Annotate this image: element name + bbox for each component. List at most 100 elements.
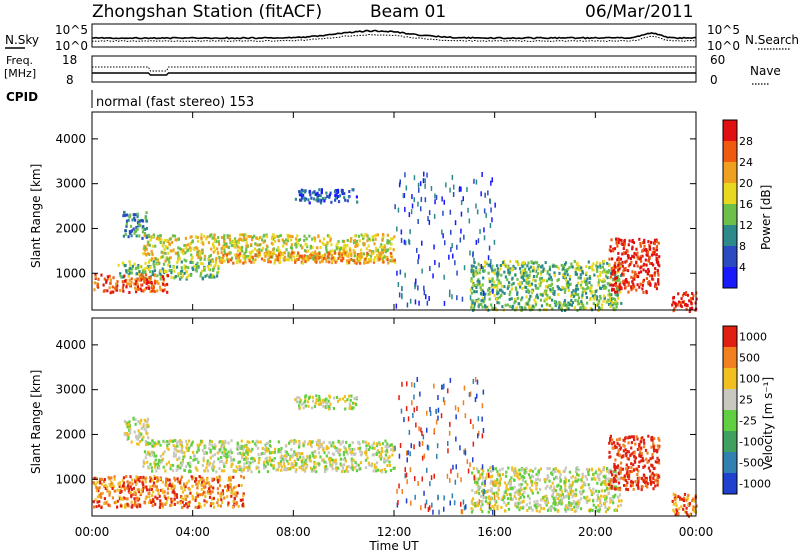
velocity-panel-cell bbox=[609, 501, 611, 504]
velocity-panel-cell bbox=[248, 441, 250, 444]
power-panel-cell bbox=[358, 235, 360, 238]
velocity-panel-cell bbox=[361, 451, 363, 454]
velocity-panel-cell bbox=[140, 492, 142, 495]
velocity-panel-cell bbox=[182, 491, 184, 494]
velocity-panel-cell bbox=[597, 504, 599, 507]
power-panel-cell bbox=[100, 274, 102, 277]
power-panel-cell bbox=[549, 304, 551, 307]
power-panel-cell bbox=[130, 230, 132, 233]
power-panel-cell bbox=[356, 201, 358, 204]
velocity-panel-cell bbox=[499, 469, 501, 472]
velocity-panel-cell bbox=[204, 470, 206, 473]
power-panel-cell bbox=[616, 242, 618, 245]
power-panel-sparse-cell bbox=[449, 290, 451, 295]
power-panel-cell bbox=[163, 263, 165, 266]
velocity-panel-cell bbox=[516, 489, 518, 492]
velocity-panel-cell bbox=[595, 506, 597, 509]
power-panel-cell bbox=[637, 265, 639, 268]
power-panel-cell bbox=[363, 262, 365, 265]
power-panel-cell bbox=[324, 197, 326, 200]
power-panel-cell bbox=[690, 297, 692, 300]
power-panel-cell bbox=[162, 277, 164, 280]
velocity-panel-cell bbox=[355, 403, 357, 406]
power-panel-cell bbox=[491, 283, 493, 286]
power-panel-cell bbox=[110, 282, 112, 285]
velocity-panel-cell bbox=[315, 394, 317, 397]
velocity-panel-cell bbox=[480, 505, 482, 508]
power-panel-cell bbox=[158, 237, 160, 240]
power-panel-cell bbox=[671, 304, 673, 307]
velocity-panel-cell bbox=[633, 438, 635, 441]
velocity-panel-cell bbox=[593, 477, 595, 480]
power-panel-cell bbox=[561, 286, 563, 289]
velocity-panel-cell bbox=[584, 483, 586, 486]
power-panel-cell bbox=[573, 295, 575, 298]
velocity-panel-cell bbox=[140, 419, 142, 422]
power-panel-cell bbox=[169, 243, 171, 246]
power-panel-cell bbox=[647, 260, 649, 263]
power-panel-sparse-cell bbox=[412, 204, 414, 209]
velocity-panel-cell bbox=[295, 462, 297, 465]
velocity-panel-cell bbox=[204, 482, 206, 485]
velocity-panel-cell bbox=[531, 484, 533, 487]
velocity-panel-cell bbox=[342, 397, 344, 400]
power-panel-cell bbox=[631, 270, 633, 273]
power-panel-cell bbox=[633, 264, 635, 267]
velocity-panel-cell bbox=[608, 487, 610, 490]
power-panel-cell bbox=[582, 287, 584, 290]
power-panel-cell bbox=[154, 274, 156, 277]
velocity-panel-cell bbox=[540, 507, 542, 510]
velocity-panel-cell bbox=[349, 444, 351, 447]
velocity-panel-cell bbox=[339, 449, 341, 452]
power-panel-cell bbox=[350, 240, 352, 243]
power-panel-cell bbox=[306, 243, 308, 246]
power-panel-cell bbox=[122, 284, 124, 287]
velocity-panel-cell bbox=[117, 489, 119, 492]
velocity-panel-cell bbox=[156, 476, 158, 479]
power-panel-cell bbox=[514, 267, 516, 270]
velocity-panel-cell bbox=[628, 458, 630, 461]
power-panel-sparse-cell bbox=[416, 248, 418, 253]
velocity-panel-cell bbox=[213, 466, 215, 469]
power-panel-cell bbox=[190, 249, 192, 252]
velocity-panel-cell bbox=[589, 499, 591, 502]
power-panel-cell bbox=[496, 298, 498, 301]
velocity-panel-cell bbox=[625, 467, 627, 470]
velocity-panel-cell bbox=[169, 504, 171, 507]
power-panel-cell bbox=[586, 277, 588, 280]
velocity-panel-cell bbox=[544, 501, 546, 504]
power-panel-ytick-label: 1000 bbox=[55, 266, 86, 280]
power-panel-cell bbox=[651, 262, 653, 265]
velocity-panel-cell bbox=[345, 449, 347, 452]
velocity-panel-cell bbox=[646, 461, 648, 464]
power-panel-cell bbox=[280, 234, 282, 237]
power-panel-cell bbox=[165, 270, 167, 273]
velocity-panel-cell bbox=[170, 467, 172, 470]
power-panel-cell bbox=[337, 189, 339, 192]
velocity-panel-cell bbox=[130, 491, 132, 494]
power-panel-cell bbox=[488, 272, 490, 275]
velocity-panel-cell bbox=[272, 451, 274, 454]
velocity-panel-cell bbox=[98, 504, 100, 507]
velocity-panel-cell bbox=[606, 487, 608, 490]
power-panel-cell bbox=[287, 237, 289, 240]
power-panel-cell bbox=[347, 254, 349, 257]
power-panel-cell bbox=[202, 277, 204, 280]
power-panel-sparse-cell bbox=[441, 196, 443, 201]
velocity-panel-cell bbox=[623, 449, 625, 452]
power-panel-cell bbox=[366, 252, 368, 255]
velocity-panel-cell bbox=[318, 403, 320, 406]
velocity-panel-cell bbox=[183, 484, 185, 487]
velocity-panel-cell bbox=[147, 436, 149, 439]
velocity-panel-cell bbox=[630, 466, 632, 469]
power-panel-cell bbox=[373, 235, 375, 238]
power-panel-cell bbox=[635, 289, 637, 292]
power-panel-cell bbox=[590, 286, 592, 289]
power-panel-cell bbox=[218, 256, 220, 259]
velocity-panel-cell bbox=[227, 486, 229, 489]
velocity-panel-cell bbox=[162, 453, 164, 456]
power-panel-cell bbox=[574, 306, 576, 309]
velocity-panel-cell bbox=[643, 445, 645, 448]
power-panel-cell bbox=[610, 238, 612, 241]
power-panel-cell bbox=[578, 296, 580, 299]
